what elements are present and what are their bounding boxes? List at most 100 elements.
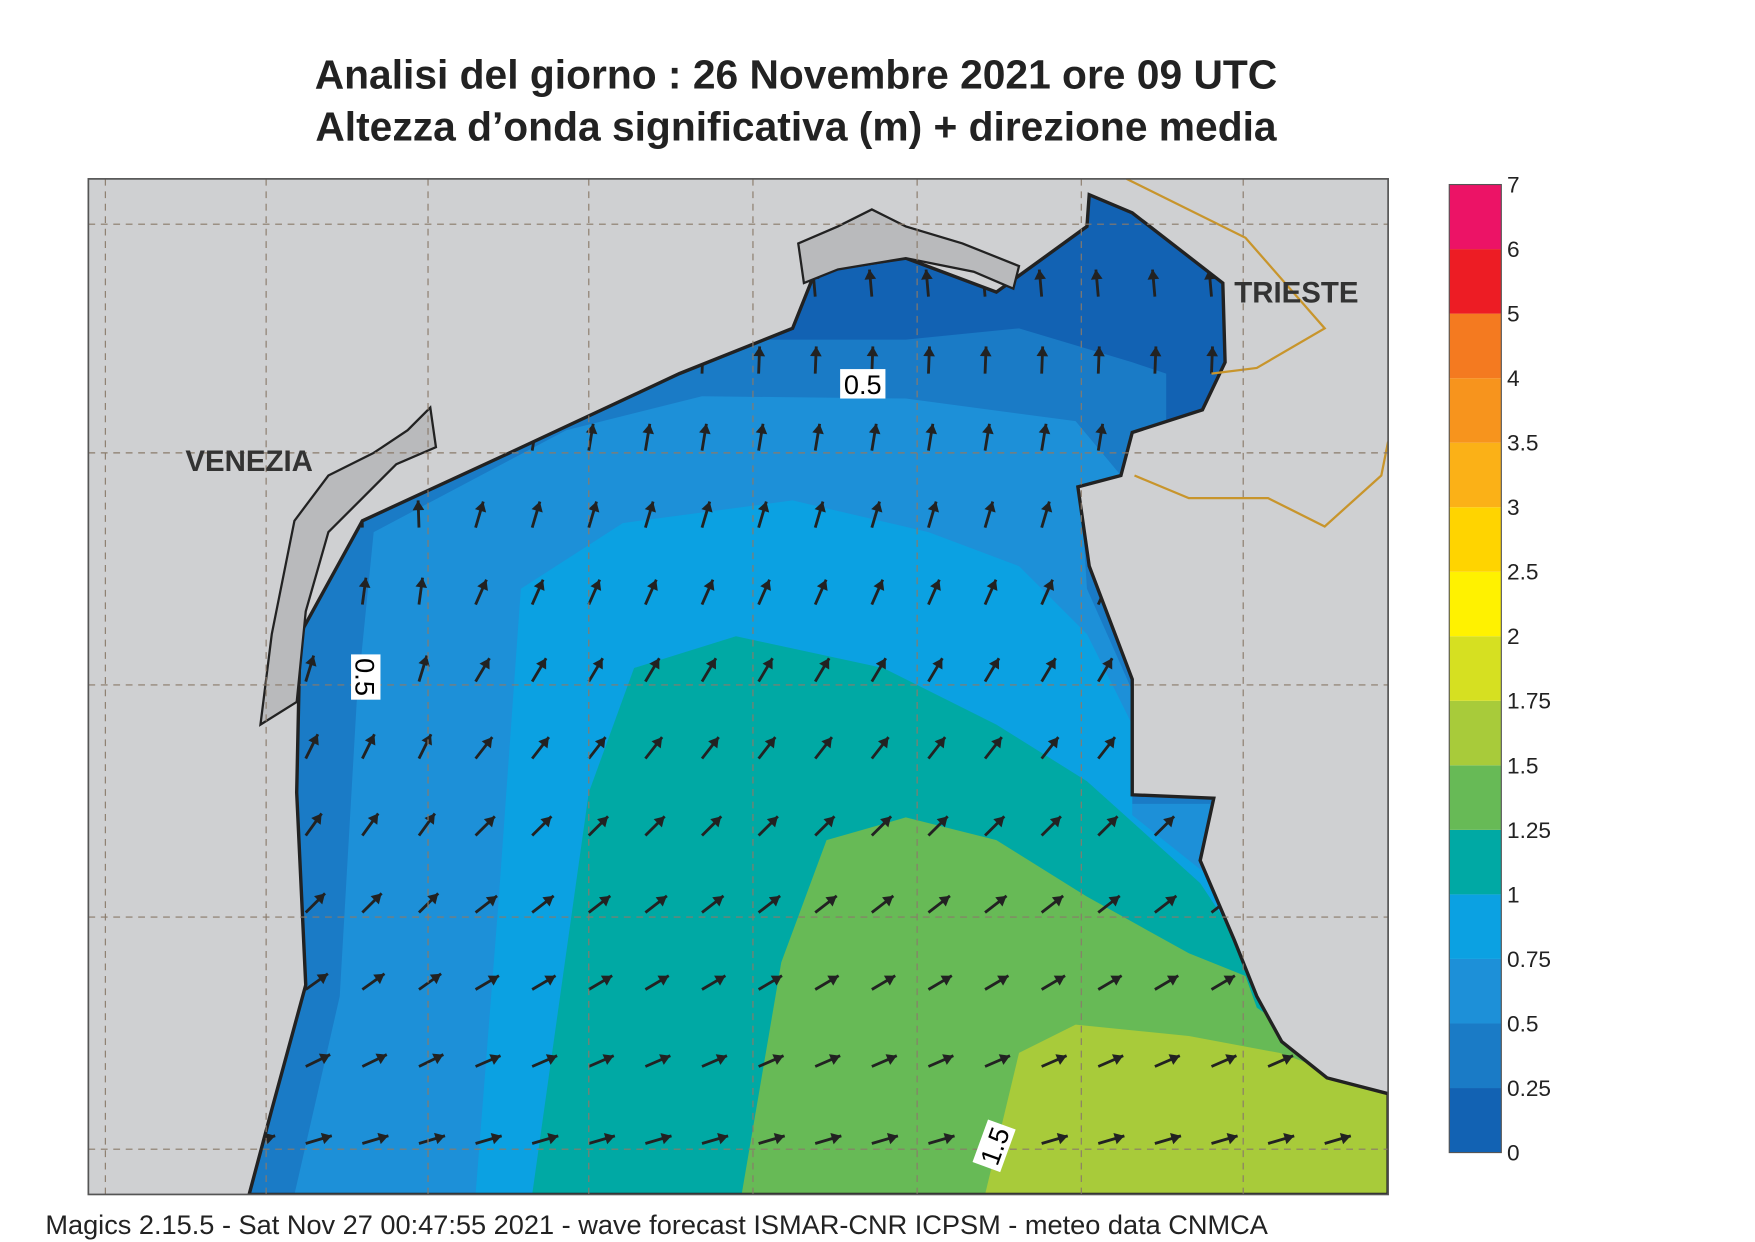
colorbar-band <box>1449 700 1502 766</box>
colorbar-tick-label: 0.75 <box>1507 947 1551 972</box>
arrow-head <box>1049 816 1061 828</box>
arrow-head <box>986 579 998 591</box>
contour-labels: 0.5 0.5 1.5 <box>350 369 1016 1173</box>
arrow-head <box>812 423 824 435</box>
arrow-head <box>753 346 766 357</box>
colorbar-band <box>1449 894 1502 959</box>
arrow-head <box>1104 737 1115 749</box>
contour-label: 0.5 <box>350 658 381 696</box>
border <box>1126 178 1389 528</box>
colorbar-tick-label: 1.25 <box>1507 818 1551 843</box>
colorbar-tick-label: 6 <box>1507 237 1520 262</box>
arrow-head <box>816 579 828 591</box>
arrow-head <box>940 975 952 986</box>
arrow-head <box>814 501 826 513</box>
colorbar-tick-label: 2 <box>1507 624 1520 649</box>
arrow-head <box>1166 975 1179 986</box>
arrow-head <box>600 975 613 986</box>
colorbar-band <box>1449 442 1502 508</box>
arrow-head <box>1047 737 1059 749</box>
arrow-head <box>264 1132 276 1145</box>
arrow-head <box>377 1132 389 1145</box>
arrow-head <box>864 269 877 280</box>
arrow-head <box>644 501 656 513</box>
arrow-head <box>921 269 933 280</box>
arrow-head <box>1283 1133 1295 1145</box>
arrow-head <box>715 1054 727 1065</box>
arrow-head <box>932 658 943 670</box>
colorbar-frame <box>1448 183 1502 1154</box>
arrow-head <box>1168 1054 1180 1065</box>
arrow-head <box>991 737 1002 749</box>
arrow-head <box>757 501 770 513</box>
arrow-head <box>1163 816 1175 828</box>
arrow-head <box>936 816 948 828</box>
arrow-head <box>1093 346 1105 357</box>
arrow-head <box>1111 1054 1124 1065</box>
graticule <box>88 178 1389 1195</box>
colorbar-band <box>1449 507 1502 572</box>
arrow-head <box>885 1054 897 1065</box>
colorbar-tick-label: 4 <box>1507 366 1520 391</box>
arrow-head <box>1108 895 1120 907</box>
arrow-head <box>536 658 547 670</box>
colorbar-band <box>1449 1023 1502 1089</box>
arrow-head <box>705 658 716 670</box>
colorbar-band <box>1449 829 1502 895</box>
arrow-head <box>923 346 935 357</box>
arrow-head <box>699 423 711 435</box>
colorbar: 0 0.25 0.5 0.75 1 1.25 1.5 1.75 2 2.5 3 3.5 4 5 6 7 <box>1448 172 1551 1165</box>
arrow-head <box>375 1053 387 1065</box>
arrow-head <box>875 658 886 670</box>
arrow-head <box>434 1132 445 1145</box>
arrow-head <box>828 1054 841 1065</box>
arrow-head <box>770 975 783 986</box>
arrow-head <box>998 1054 1010 1065</box>
arrow-head <box>594 737 606 749</box>
arrow-head <box>810 346 822 357</box>
arrow-head <box>1038 423 1051 435</box>
arrow-head <box>481 737 493 749</box>
arrow-head <box>714 975 726 986</box>
title: Analisi del giorno : 26 Novembre 2021 or… <box>315 51 1277 97</box>
arrow-head <box>547 1133 559 1145</box>
arrow-head <box>925 423 938 435</box>
arrow-head <box>1090 269 1103 280</box>
arrow-head <box>1045 658 1056 670</box>
map-frame <box>87 178 1389 1196</box>
arrow-head <box>597 816 609 828</box>
arrow-head <box>882 895 894 907</box>
arrow-head <box>642 423 654 435</box>
arrow-head <box>886 1133 898 1145</box>
arrow-head <box>544 975 556 986</box>
arrow-head <box>370 893 382 905</box>
colorbar-band <box>1449 378 1502 443</box>
arrow-head <box>1053 975 1066 986</box>
arrow-head <box>701 501 713 513</box>
colorbar-band <box>1449 958 1502 1024</box>
arrow-head <box>373 973 385 985</box>
arrow-head <box>540 816 552 828</box>
arrow-head <box>827 975 839 986</box>
arrow-head <box>483 816 495 828</box>
arrow-head <box>602 1054 614 1065</box>
footer: Magics 2.15.5 - Sat Nov 27 00:47:55 2021… <box>45 1209 1268 1240</box>
arrow-head <box>1165 895 1177 907</box>
arrow-head <box>542 895 554 907</box>
colorbar-tick-label: 3 <box>1507 495 1520 520</box>
arrow-head <box>762 658 773 670</box>
arrow-head <box>708 737 719 749</box>
arrow-head <box>424 813 435 825</box>
arrow-head <box>474 501 487 513</box>
arrow-head <box>415 577 428 589</box>
arrow-head <box>717 1133 729 1145</box>
arrow-head <box>305 655 317 667</box>
arrow-head <box>883 975 896 986</box>
arrow-head <box>364 734 376 746</box>
arrow-head <box>930 579 941 591</box>
arrow-head <box>1110 975 1122 986</box>
arrow-head <box>1095 423 1107 435</box>
arrow-head <box>927 501 939 513</box>
contour-label: 0.5 <box>844 369 882 400</box>
